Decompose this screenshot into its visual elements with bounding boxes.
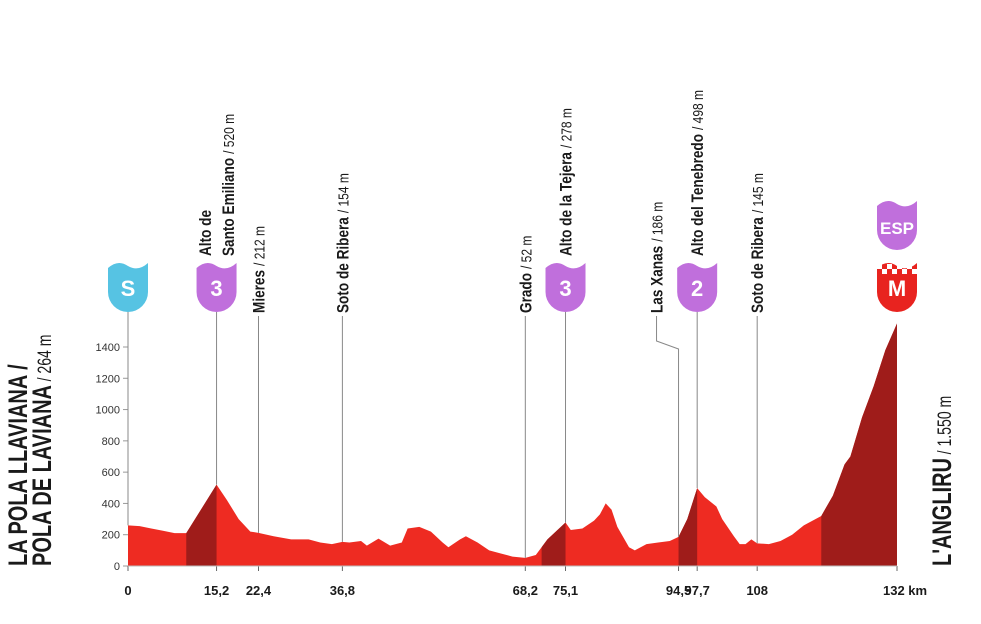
- label-text: Alto de la Tejera / 278 m: [557, 108, 576, 256]
- x-tick-label: 97,7: [685, 583, 710, 598]
- checker: [912, 269, 917, 274]
- y-tick-label: 0: [114, 561, 120, 573]
- climb-segment: [186, 323, 217, 566]
- label-name: Alto del Tenebredo: [689, 134, 708, 256]
- badge-text: 2: [691, 276, 703, 301]
- label-altitude: / 264 m: [34, 334, 56, 381]
- x-tick-label: 68,2: [513, 583, 538, 598]
- climb-segment: [678, 323, 698, 566]
- label: Alto del Tenebredo / 498 m: [689, 90, 708, 256]
- checker: [877, 264, 882, 269]
- y-tick-label: 1200: [96, 373, 120, 385]
- y-tick-label: 200: [102, 530, 120, 542]
- label-altitude: / 154 m: [335, 173, 352, 213]
- climb-segment: [541, 323, 566, 566]
- y-tick-label: 800: [102, 436, 120, 448]
- y-tick-label: 400: [102, 498, 120, 510]
- badge: [877, 200, 917, 250]
- x-tick-label: 75,1: [553, 583, 578, 598]
- label-name: Alto de la Tejera: [557, 152, 576, 256]
- label: Alto de la Tejera / 278 m: [557, 108, 576, 256]
- label-text: Soto de Ribera / 154 m: [334, 173, 353, 313]
- label-text: Soto de Ribera / 145 m: [749, 173, 768, 313]
- checker: [882, 269, 887, 274]
- label-altitude: / 145 m: [750, 173, 767, 213]
- checker: [892, 269, 897, 274]
- label-name: POLA DE LAVIANA: [27, 385, 58, 566]
- label: Alto de Santo Emiliano / 520 m: [197, 114, 239, 256]
- label: L'ANGLIRU / 1.550 m: [927, 396, 958, 566]
- label: Grado / 52 m: [517, 236, 536, 313]
- label-name: Santo Emiliano: [220, 158, 239, 256]
- label-altitude: / 1.550 m: [934, 396, 956, 455]
- label-altitude: / 498 m: [690, 90, 707, 130]
- checker: [887, 264, 892, 269]
- y-tick-label: 1400: [96, 342, 120, 354]
- x-tick-label: 15,2: [204, 583, 229, 598]
- badge: [545, 262, 586, 312]
- label-altitude: / 52 m: [518, 236, 535, 269]
- badge: [677, 262, 718, 312]
- marker-line: [656, 316, 680, 537]
- label-name: Soto de Ribera: [749, 217, 768, 313]
- badge-text: S: [121, 276, 136, 301]
- checker: [907, 264, 912, 269]
- y-tick-label: 1000: [96, 405, 120, 417]
- badge: [196, 262, 237, 312]
- label: Soto de Ribera / 154 m: [334, 173, 353, 313]
- badge: [108, 262, 148, 312]
- label-text: Las Xanas / 186 m: [648, 202, 667, 313]
- label-text: L'ANGLIRU / 1.550 m: [927, 396, 958, 566]
- x-tick-label: 36,8: [330, 583, 355, 598]
- label-name: Alto de: [197, 210, 216, 256]
- profile-area: [128, 323, 897, 566]
- badge-text: 3: [559, 276, 571, 301]
- label: Soto de Ribera / 145 m: [749, 173, 768, 313]
- label-text: Grado / 52 m: [517, 236, 536, 313]
- label: Las Xanas / 186 m: [648, 202, 667, 313]
- label-name: LA POLA LLAVIANA /: [3, 364, 34, 566]
- label-text: Mieres / 212 m: [250, 226, 269, 313]
- label-name: Soto de Ribera: [334, 217, 353, 313]
- label-altitude: / 186 m: [649, 202, 666, 242]
- checker: [902, 269, 907, 274]
- label-text: POLA DE LAVIANA / 264 m: [27, 334, 58, 566]
- label-altitude: / 278 m: [558, 108, 575, 148]
- x-tick-label: 0: [124, 583, 131, 598]
- label-name: Mieres: [250, 270, 269, 313]
- x-tick-label: 108: [746, 583, 768, 598]
- checker: [897, 264, 902, 269]
- label-name: L'ANGLIRU: [927, 458, 958, 566]
- label-name: Las Xanas: [648, 246, 667, 313]
- label-text: LA POLA LLAVIANA /: [3, 364, 34, 566]
- label-altitude: / 212 m: [251, 226, 268, 266]
- x-tick-label: 94,5: [666, 583, 691, 598]
- label-altitude: / 520 m: [221, 114, 238, 154]
- badge-text: ESP: [880, 219, 914, 238]
- label-name: Grado: [517, 273, 536, 313]
- x-tick-label: 22,4: [246, 583, 272, 598]
- badge-text: M: [888, 276, 906, 301]
- label: Mieres / 212 m: [250, 226, 269, 313]
- y-tick-label: 600: [102, 467, 120, 479]
- climb-segment: [821, 323, 897, 566]
- label-text: Alto del Tenebredo / 498 m: [689, 90, 708, 256]
- label-text: Santo Emiliano / 520 m: [220, 114, 239, 256]
- badge-text: 3: [210, 276, 222, 301]
- label: LA POLA LLAVIANA /POLA DE LAVIANA / 264 m: [3, 334, 58, 566]
- badge: [877, 262, 917, 312]
- label-text: Alto de: [197, 210, 216, 256]
- x-tick-label: 132 km: [883, 583, 927, 598]
